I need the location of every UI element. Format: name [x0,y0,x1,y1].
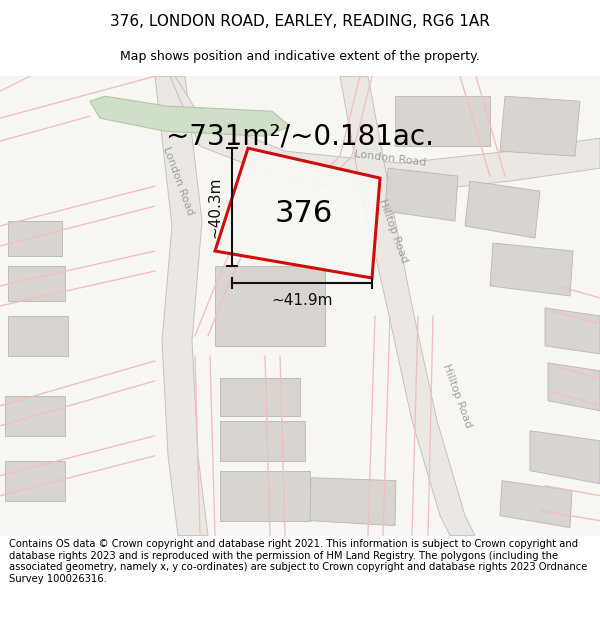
Polygon shape [548,363,600,411]
Polygon shape [530,431,600,484]
Polygon shape [215,148,380,278]
Text: 376: 376 [275,199,333,228]
Text: ~40.3m: ~40.3m [207,176,222,238]
Polygon shape [310,478,396,526]
Text: Contains OS data © Crown copyright and database right 2021. This information is : Contains OS data © Crown copyright and d… [9,539,587,584]
Polygon shape [220,421,305,461]
Text: London Road: London Road [353,149,427,168]
Polygon shape [500,481,572,528]
Text: ~41.9m: ~41.9m [271,293,333,308]
Text: 376, LONDON ROAD, EARLEY, READING, RG6 1AR: 376, LONDON ROAD, EARLEY, READING, RG6 1… [110,14,490,29]
Text: London Road: London Road [161,146,195,217]
Polygon shape [465,181,540,238]
Text: Map shows position and indicative extent of the property.: Map shows position and indicative extent… [120,50,480,63]
Text: Hilltop Road: Hilltop Road [377,198,409,264]
Polygon shape [395,96,490,146]
Polygon shape [340,76,475,536]
Polygon shape [500,96,580,156]
Text: ~731m²/~0.181ac.: ~731m²/~0.181ac. [166,122,434,150]
Text: Hilltop Road: Hilltop Road [441,362,473,429]
Polygon shape [8,316,68,356]
Polygon shape [5,461,65,501]
Polygon shape [220,378,300,416]
Polygon shape [170,76,600,193]
Polygon shape [220,471,310,521]
Polygon shape [385,168,458,221]
Polygon shape [155,76,208,536]
Polygon shape [90,96,290,136]
Polygon shape [490,243,573,296]
Polygon shape [215,266,325,346]
Polygon shape [8,266,65,301]
Polygon shape [5,396,65,436]
Polygon shape [8,221,62,256]
Polygon shape [545,308,600,354]
